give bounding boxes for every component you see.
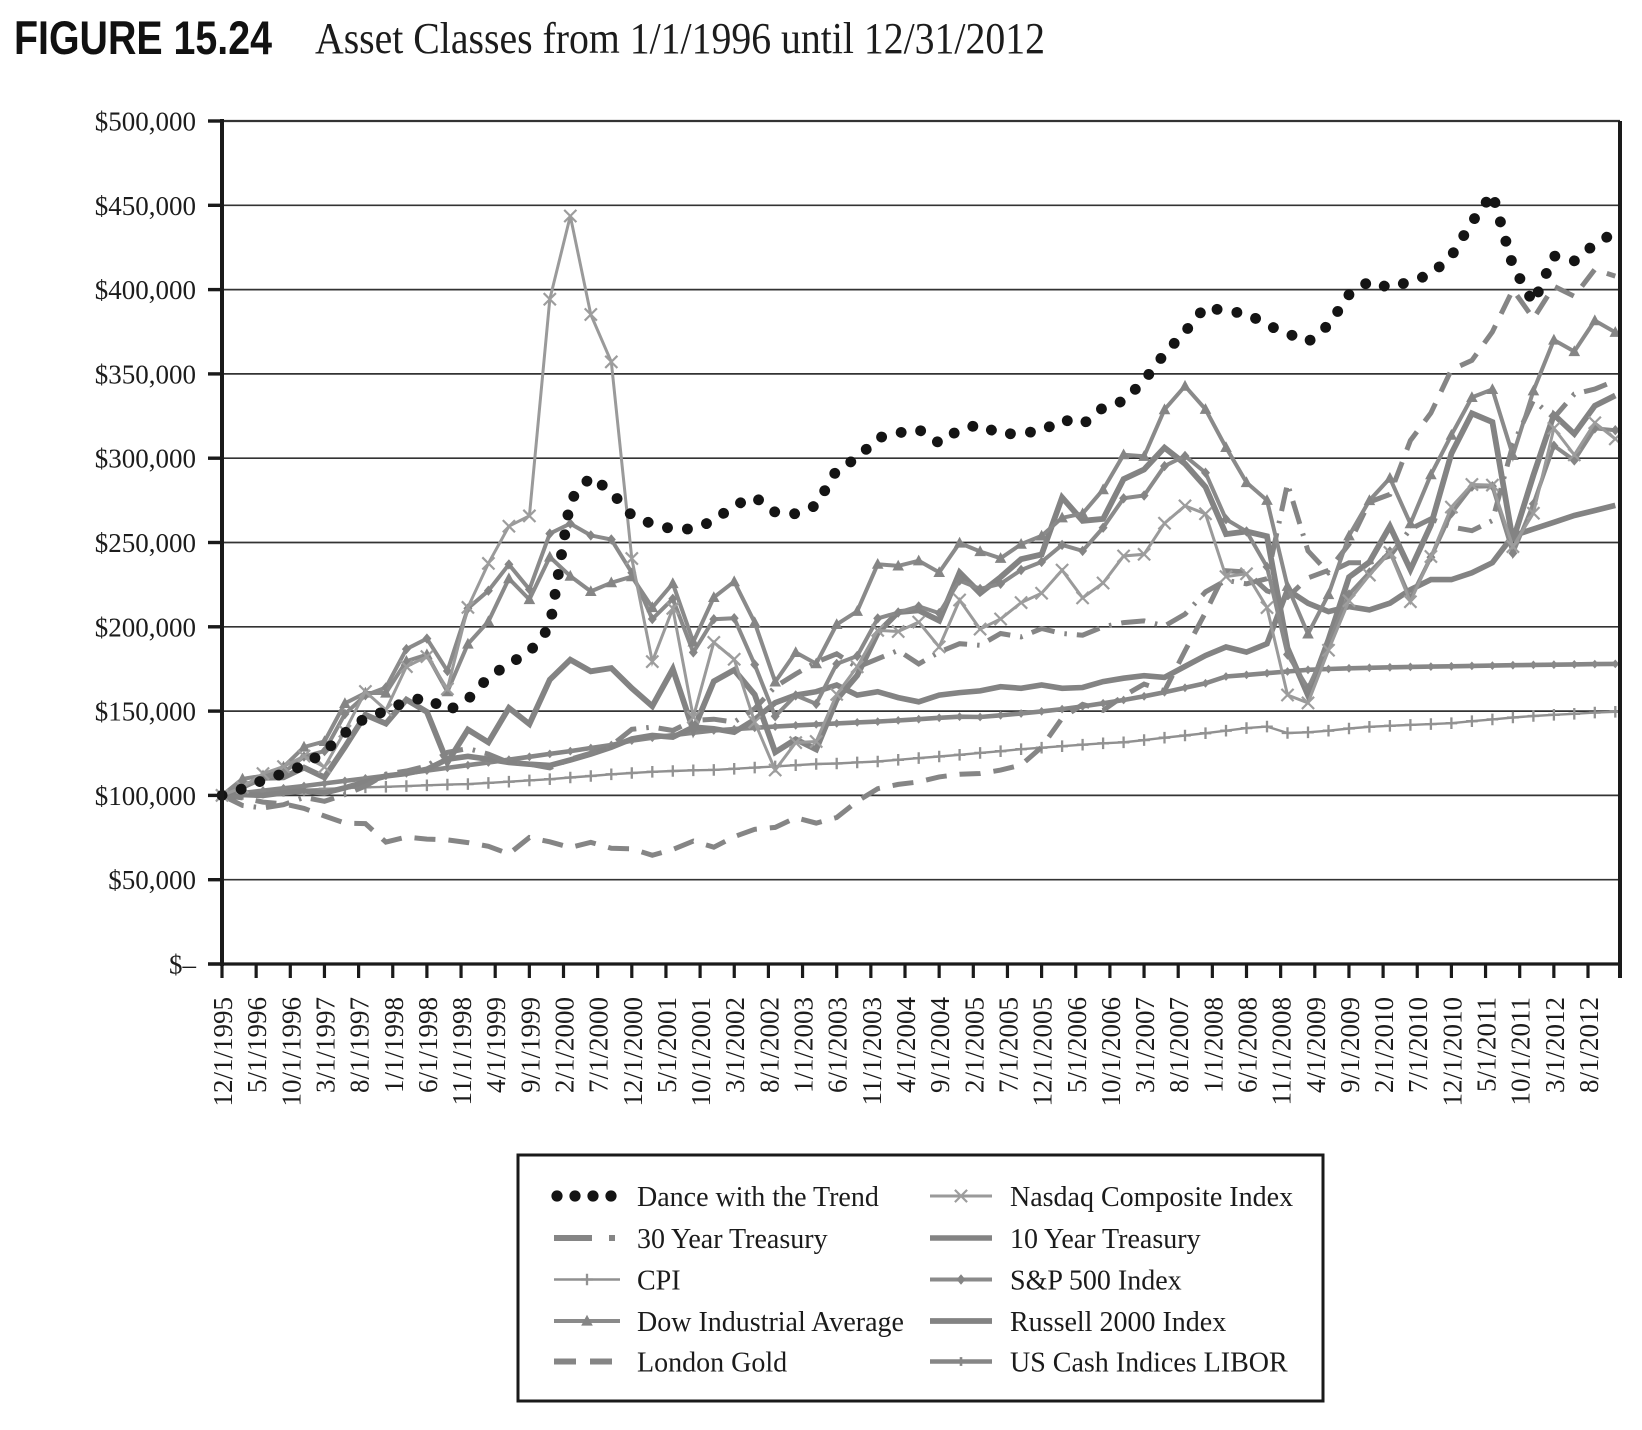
svg-text:$450,000: $450,000 <box>95 191 196 221</box>
svg-text:$200,000: $200,000 <box>95 612 196 642</box>
svg-text:3/1/2007: 3/1/2007 <box>1130 997 1160 1093</box>
svg-text:12/1/2000: 12/1/2000 <box>618 997 648 1107</box>
svg-text:5/1/2006: 5/1/2006 <box>1062 997 1092 1093</box>
svg-text:6/1/2008: 6/1/2008 <box>1233 997 1263 1093</box>
svg-text:5/1/2011: 5/1/2011 <box>1472 997 1502 1092</box>
svg-text:6/1/1998: 6/1/1998 <box>413 997 443 1093</box>
svg-text:10/1/2011: 10/1/2011 <box>1506 997 1536 1106</box>
svg-text:7/1/2000: 7/1/2000 <box>584 997 614 1093</box>
svg-text:12/1/2010: 12/1/2010 <box>1437 997 1467 1107</box>
svg-text:6/1/2003: 6/1/2003 <box>823 997 853 1093</box>
svg-text:4/1/2009: 4/1/2009 <box>1301 997 1331 1093</box>
svg-text:10/1/2001: 10/1/2001 <box>686 997 716 1107</box>
svg-text:$400,000: $400,000 <box>95 275 196 305</box>
svg-text:Nasdaq Composite Index: Nasdaq Composite Index <box>1010 1182 1293 1213</box>
svg-text:4/1/2004: 4/1/2004 <box>891 997 921 1094</box>
svg-text:8/1/1997: 8/1/1997 <box>345 997 375 1093</box>
svg-text:FIGURE 15.24: FIGURE 15.24 <box>14 11 272 64</box>
svg-text:1/1/2008: 1/1/2008 <box>1198 997 1228 1093</box>
svg-text:Dow Industrial Average: Dow Industrial Average <box>637 1307 904 1338</box>
svg-text:2/1/2010: 2/1/2010 <box>1369 997 1399 1093</box>
svg-text:7/1/2010: 7/1/2010 <box>1403 997 1433 1093</box>
svg-text:5/1/2001: 5/1/2001 <box>652 997 682 1093</box>
svg-text:5/1/1996: 5/1/1996 <box>242 997 272 1093</box>
svg-text:1/1/2003: 1/1/2003 <box>789 997 819 1093</box>
svg-text:30 Year Treasury: 30 Year Treasury <box>637 1224 828 1255</box>
svg-text:7/1/2005: 7/1/2005 <box>994 997 1024 1093</box>
svg-text:10 Year Treasury: 10 Year Treasury <box>1010 1224 1201 1255</box>
svg-text:8/1/2007: 8/1/2007 <box>1164 997 1194 1093</box>
svg-text:11/1/2003: 11/1/2003 <box>857 997 887 1106</box>
svg-text:4/1/1999: 4/1/1999 <box>481 997 511 1093</box>
svg-text:London Gold: London Gold <box>637 1348 787 1379</box>
svg-text:$100,000: $100,000 <box>95 781 196 811</box>
svg-text:10/1/2006: 10/1/2006 <box>1096 997 1126 1107</box>
svg-text:$50,000: $50,000 <box>108 865 196 895</box>
svg-text:$250,000: $250,000 <box>95 528 196 558</box>
svg-text:Dance with the Trend: Dance with the Trend <box>637 1182 879 1213</box>
svg-text:1/1/1998: 1/1/1998 <box>379 997 409 1093</box>
svg-text:9/1/1999: 9/1/1999 <box>515 997 545 1093</box>
svg-text:8/1/2012: 8/1/2012 <box>1574 997 1604 1093</box>
svg-text:$300,000: $300,000 <box>95 444 196 474</box>
svg-text:8/1/2002: 8/1/2002 <box>754 997 784 1093</box>
svg-text:12/1/2005: 12/1/2005 <box>1028 997 1058 1107</box>
svg-text:11/1/1998: 11/1/1998 <box>447 997 477 1106</box>
svg-text:2/1/2000: 2/1/2000 <box>550 997 580 1093</box>
svg-text:9/1/2009: 9/1/2009 <box>1335 997 1365 1093</box>
svg-text:9/1/2004: 9/1/2004 <box>925 997 955 1094</box>
svg-text:CPI: CPI <box>637 1266 681 1297</box>
svg-text:Asset Classes from 1/1/1996 un: Asset Classes from 1/1/1996 until 12/31/… <box>315 14 1045 63</box>
svg-text:S&P 500 Index: S&P 500 Index <box>1010 1266 1182 1297</box>
svg-text:10/1/1996: 10/1/1996 <box>276 997 306 1107</box>
svg-text:3/1/1997: 3/1/1997 <box>310 997 340 1093</box>
svg-text:11/1/2008: 11/1/2008 <box>1267 997 1297 1106</box>
svg-text:$–: $– <box>169 950 197 980</box>
svg-text:US Cash Indices LIBOR: US Cash Indices LIBOR <box>1010 1348 1288 1379</box>
svg-text:2/1/2005: 2/1/2005 <box>959 997 989 1093</box>
svg-text:12/1/1995: 12/1/1995 <box>208 997 238 1107</box>
svg-text:3/1/2012: 3/1/2012 <box>1540 997 1570 1093</box>
svg-text:$350,000: $350,000 <box>95 359 196 389</box>
svg-text:$500,000: $500,000 <box>95 107 196 137</box>
svg-text:$150,000: $150,000 <box>95 697 196 727</box>
svg-text:Russell 2000 Index: Russell 2000 Index <box>1010 1307 1226 1338</box>
svg-text:3/1/2002: 3/1/2002 <box>720 997 750 1093</box>
